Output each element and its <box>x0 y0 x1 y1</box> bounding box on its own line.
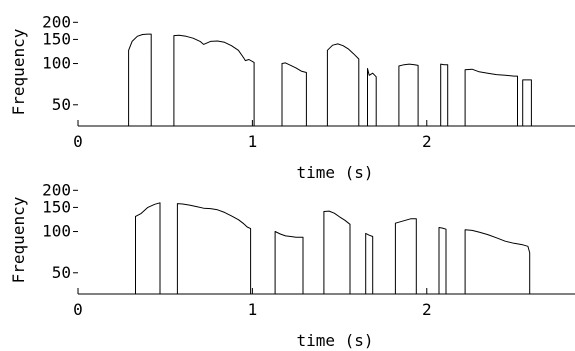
x-axis-label: time (s) <box>296 331 373 350</box>
y-axis-label: Frequency <box>9 28 28 115</box>
y-tick-label: 200 <box>42 180 71 199</box>
frequency-segment <box>173 34 255 126</box>
y-tick-label: 50 <box>52 263 71 282</box>
y-tick-label: 150 <box>42 197 71 216</box>
y-tick-label: 200 <box>42 12 71 31</box>
frequency-segment <box>128 33 152 126</box>
frequency-segment <box>326 43 360 126</box>
frequency-segment <box>323 210 351 294</box>
y-tick-label: 50 <box>52 95 71 114</box>
frequency-segment <box>274 231 304 294</box>
y-tick-label: 150 <box>42 29 71 48</box>
x-axis-label: time (s) <box>296 163 373 182</box>
frequency-segment <box>365 232 374 294</box>
frequency-segment <box>438 227 447 294</box>
frequency-segment <box>394 218 417 294</box>
x-tick-label: 1 <box>248 132 258 151</box>
frequency-segment <box>281 62 307 126</box>
frequency-segment <box>176 203 252 294</box>
frequency-segment <box>440 63 449 126</box>
frequency-segment <box>464 68 518 126</box>
y-tick-label: 100 <box>42 222 71 241</box>
x-tick-label: 1 <box>248 300 258 319</box>
x-tick-label: 0 <box>73 132 83 151</box>
y-tick-label: 100 <box>42 54 71 73</box>
frequency-segment <box>522 79 532 126</box>
x-tick-label: 2 <box>422 132 432 151</box>
y-axis-label: Frequency <box>9 196 28 283</box>
frequency-segment <box>367 68 377 126</box>
x-tick-label: 2 <box>422 300 432 319</box>
frequency-segment <box>464 229 531 294</box>
x-tick-label: 0 <box>73 300 83 319</box>
frequency-segment <box>135 202 161 294</box>
frequency-segment <box>398 63 419 126</box>
